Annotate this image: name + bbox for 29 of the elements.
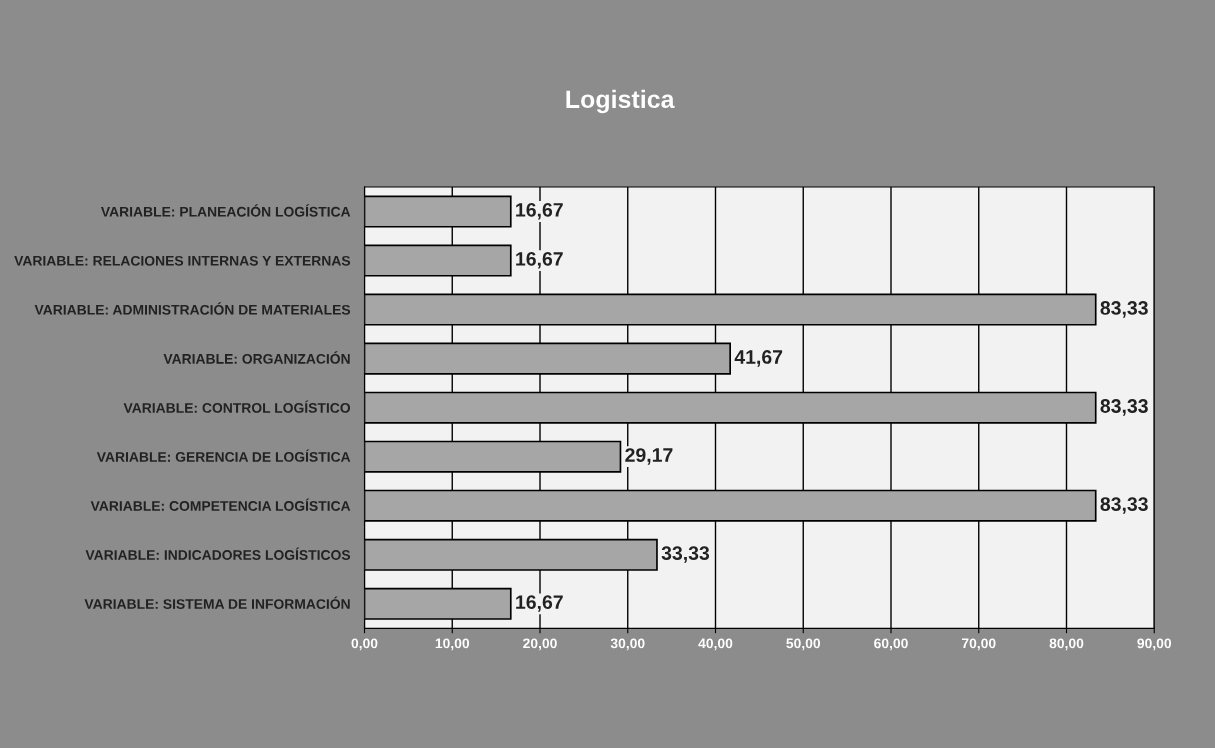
data-label: 33,33 [661, 546, 710, 563]
y-tick-label: VARIABLE: ORGANIZACIÓN [163, 351, 350, 364]
x-tick-label: 40,00 [698, 638, 733, 651]
data-label: 29,17 [625, 448, 673, 465]
y-tick-label: VARIABLE: CONTROL LOGÍSTICO [123, 400, 351, 413]
x-tick-label: 80,00 [1049, 638, 1084, 651]
y-tick-label: VARIABLE: SISTEMA DE INFORMACIÓN [84, 596, 350, 609]
y-tick-label: VARIABLE: ADMINISTRACIÓN DE MATERIALES [34, 302, 351, 315]
y-tick-label: VARIABLE: RELACIONES INTERNAS Y EXTERNAS [14, 255, 351, 266]
data-label: 83,33 [1100, 497, 1148, 514]
x-tick-label: 50,00 [786, 638, 821, 651]
y-tick-label: VARIABLE: COMPETENCIA LOGÍSTICA [90, 498, 351, 511]
y-tick-label: VARIABLE: GERENCIA DE LOGÍSTICA [96, 449, 351, 462]
x-tick-label: 90,00 [1137, 638, 1172, 651]
x-tick-label: 0,00 [351, 638, 378, 651]
chart-title: Logistica [566, 89, 675, 114]
data-label: 16,67 [516, 595, 563, 612]
data-label: 41,67 [734, 350, 783, 367]
y-tick-label: VARIABLE: PLANEACIÓN LOGÍSTICA [100, 204, 351, 217]
data-label: 83,33 [1100, 301, 1148, 318]
x-tick-label: 60,00 [874, 638, 908, 651]
y-tick-label: VARIABLE: INDICADORES LOGÍSTICOS [85, 547, 351, 560]
x-tick-label: 70,00 [961, 638, 996, 651]
x-tick-label: 20,00 [523, 638, 557, 651]
data-label: 16,67 [516, 202, 563, 220]
x-tick-label: 10,00 [435, 638, 470, 651]
x-tick-label: 30,00 [610, 638, 645, 651]
data-label: 83,33 [1100, 399, 1148, 416]
data-label: 16,67 [516, 252, 563, 269]
